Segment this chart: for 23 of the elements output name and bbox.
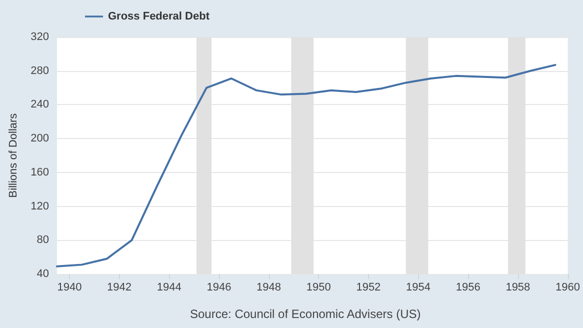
x-tick-label: 1960 <box>556 282 580 294</box>
x-tick-label: 1954 <box>406 282 431 294</box>
x-tick-label: 1942 <box>107 282 132 294</box>
y-tick-label: 40 <box>36 268 49 280</box>
x-tick-label: 1950 <box>306 282 331 294</box>
x-tick-label: 1948 <box>256 282 282 294</box>
x-tick-label: 1940 <box>57 282 82 294</box>
y-tick-label: 200 <box>30 132 49 145</box>
y-tick-label: 280 <box>30 64 49 77</box>
x-tick-label: 1946 <box>206 282 232 294</box>
x-tick-label: 1958 <box>506 282 530 294</box>
y-axis-title: Billions of Dollars <box>8 112 20 198</box>
y-tick-label: 320 <box>30 31 49 43</box>
y-tick-label: 120 <box>30 200 49 212</box>
y-tick-label: 80 <box>36 234 49 246</box>
x-tick-label: 1944 <box>156 282 182 294</box>
x-tick-label: 1956 <box>456 282 480 294</box>
y-tick-label: 240 <box>30 98 49 111</box>
y-tick-label: 160 <box>30 166 49 178</box>
line-series <box>56 64 556 268</box>
legend-label: Gross Federal Debt <box>108 10 210 22</box>
source-note: Source: Council of Economic Advisers (US) <box>190 307 421 321</box>
x-tick-label: 1952 <box>356 282 381 294</box>
